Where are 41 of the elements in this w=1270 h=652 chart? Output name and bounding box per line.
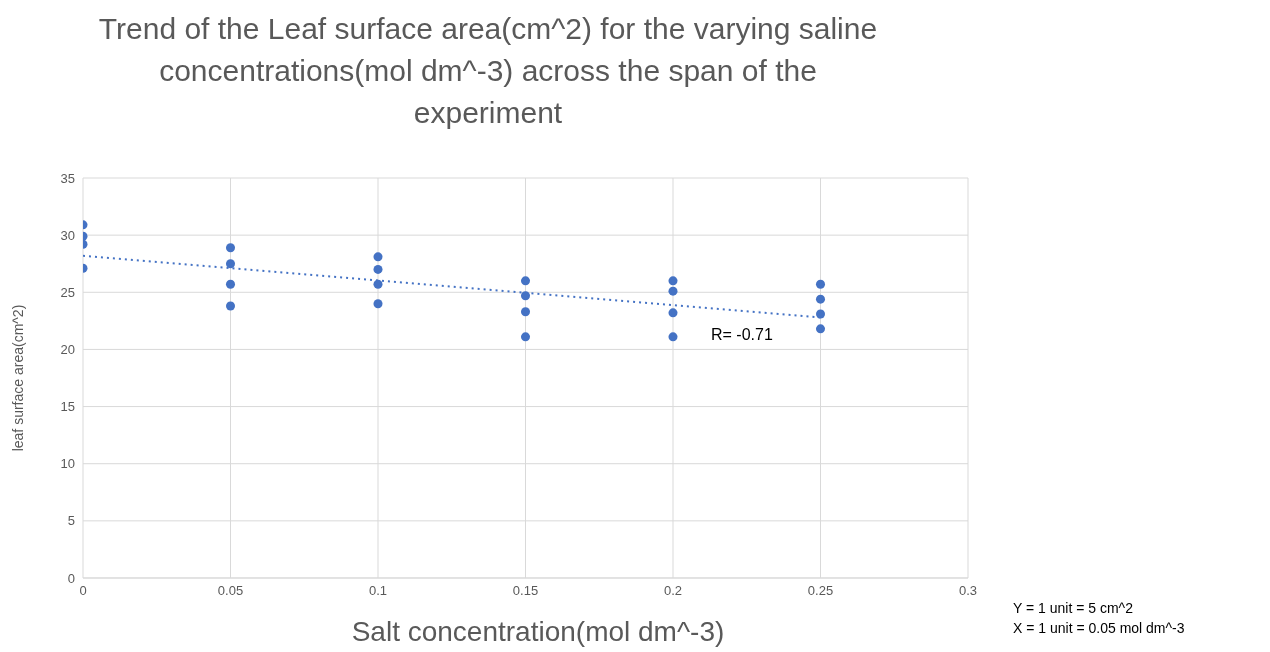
x-tick-label: 0.1 [368, 583, 388, 599]
text: X = 1 unit = 0.05 mol dm^-3 [1013, 619, 1185, 638]
point [225, 243, 236, 253]
point [373, 279, 383, 289]
point [815, 324, 826, 334]
x-axis-title: Salt concentration(mol dm^-3) [350, 616, 726, 648]
point [668, 276, 678, 286]
point [373, 252, 383, 262]
y-axis-title: leaf surface area(cm^2) [9, 304, 26, 452]
point [668, 332, 678, 342]
point [520, 291, 531, 301]
point [520, 307, 531, 317]
y-tick-label: 30 [60, 227, 75, 243]
point [373, 264, 383, 274]
point [225, 279, 236, 289]
point [520, 276, 531, 286]
point [815, 279, 826, 289]
y-tick-label: 5 [67, 513, 75, 529]
point [373, 299, 383, 309]
point [225, 301, 236, 311]
annotation: R= -0.71 [711, 326, 773, 344]
y-tick-label: 20 [60, 342, 75, 358]
y-tick-label: 25 [60, 284, 75, 300]
x-tick-label: 0 [79, 583, 87, 599]
point [225, 259, 236, 269]
chart-title: Trend of the Leaf surface area(cm^2) for the varying saline concentrations(mol dm^-3) across the span of the experiment [97, 11, 879, 131]
x-tick-label: 0.15 [512, 583, 539, 599]
x-tick-label: 0.25 [807, 583, 834, 599]
x-tick-label: 0.05 [217, 583, 244, 599]
point [668, 286, 678, 296]
x-tick-label: 0.3 [958, 583, 978, 599]
point [815, 309, 826, 319]
y-tick-label: 10 [60, 456, 75, 472]
y-tick-label: 15 [60, 399, 75, 415]
point [668, 308, 678, 318]
x-tick-label: 0.2 [663, 583, 683, 599]
text: Y = 1 unit = 5 cm^2 [1013, 599, 1134, 618]
y-tick-label: 35 [60, 170, 75, 186]
point [815, 294, 826, 304]
point [520, 332, 531, 342]
y-tick-label: 0 [67, 570, 75, 586]
